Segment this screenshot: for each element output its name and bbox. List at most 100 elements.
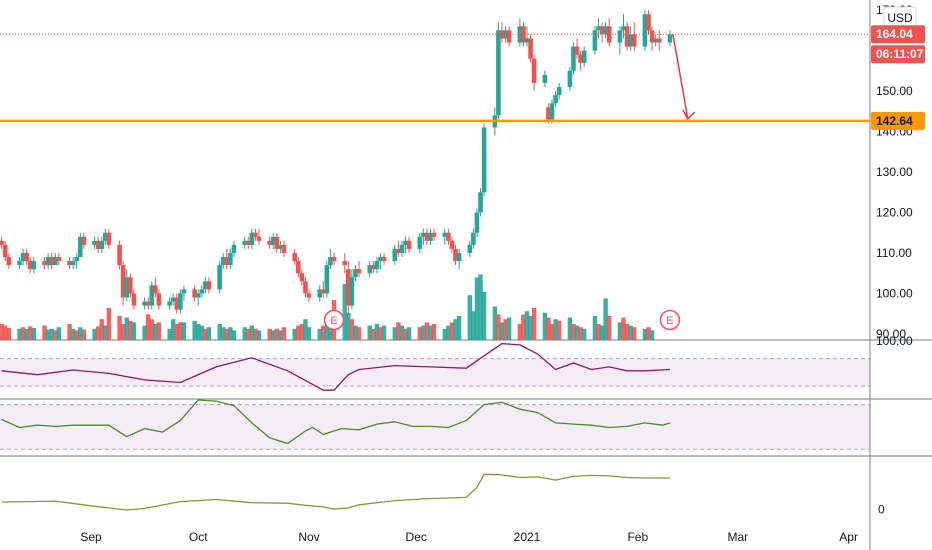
candle-24 <box>120 261 126 306</box>
volume-bar-108 <box>542 312 548 340</box>
candle-body-28 <box>142 301 147 306</box>
pane-axis: 100.00 0 <box>876 334 913 517</box>
oscillator-line <box>1 399 671 445</box>
earnings-marker-0[interactable]: E <box>323 309 345 331</box>
volume-bar-73 <box>367 325 372 340</box>
candle-17 <box>81 232 87 249</box>
volume-bar-74 <box>371 328 376 340</box>
rsi-band <box>0 358 870 387</box>
candle-body-79 <box>396 248 401 253</box>
volume-bar-90 <box>449 322 455 340</box>
volume-bar-48 <box>242 327 247 340</box>
candle-66 <box>328 248 333 270</box>
volume-bar-31 <box>153 324 158 340</box>
earnings-marker-1[interactable]: E <box>659 309 681 331</box>
candle-body-48 <box>242 240 247 245</box>
time-tick-7: Apr <box>839 530 858 544</box>
volume-bar-42 <box>206 327 212 340</box>
candle-64 <box>320 281 326 298</box>
candle-body-90 <box>449 240 455 249</box>
candle-body-57 <box>281 244 287 253</box>
candle-101 <box>503 26 508 43</box>
candle-55 <box>274 232 280 253</box>
candle-90 <box>449 236 455 253</box>
candle-body-133 <box>667 34 673 43</box>
candle-body-77 <box>381 257 387 262</box>
candle-84 <box>421 228 426 245</box>
volume-bar-116 <box>578 327 583 340</box>
currency-label[interactable]: USD <box>883 6 917 30</box>
candle-54 <box>270 232 276 249</box>
candle-69 <box>346 261 351 314</box>
candle-97 <box>481 123 487 197</box>
volume-bar-130 <box>649 330 655 340</box>
candle-body-35 <box>174 297 180 310</box>
price-tick-6: 110.00 <box>876 246 912 260</box>
candle-body-110 <box>549 103 555 120</box>
candle-102 <box>506 26 512 47</box>
time-tick-6: Mar <box>728 530 749 544</box>
candle-body-6 <box>27 261 33 270</box>
volume-bar-44 <box>221 327 226 340</box>
volume-bar-21 <box>103 325 108 340</box>
volume-bar-117 <box>581 328 587 340</box>
volume-bar-63 <box>317 328 322 340</box>
volume-bar-19 <box>95 326 101 340</box>
volume-bar-10 <box>49 328 54 340</box>
earnings-circle-1 <box>659 309 681 331</box>
candle-body-12 <box>56 257 62 262</box>
candle-body-94 <box>471 232 476 245</box>
volume-bar-72 <box>356 327 362 340</box>
candle-107 <box>531 54 537 92</box>
candle-45 <box>224 248 230 270</box>
candle-body-76 <box>378 257 383 262</box>
volume-bar-65 <box>324 322 330 340</box>
time-tick-4: 2021 <box>514 530 541 544</box>
volume-bar-59 <box>296 325 301 340</box>
volume-bar-41 <box>203 328 208 340</box>
candle-body-95 <box>474 212 480 233</box>
volume-bar-66 <box>328 320 333 340</box>
candle-132 <box>656 30 662 51</box>
candle-43 <box>217 261 222 294</box>
candle-35 <box>174 293 180 314</box>
candle-body-26 <box>128 277 133 294</box>
volume-bar-88 <box>442 328 448 340</box>
candle-94 <box>471 228 476 249</box>
candle-body-126 <box>628 34 633 47</box>
volume-bar-50 <box>249 325 255 340</box>
candle-body-107 <box>531 58 537 83</box>
candle-75 <box>374 257 380 274</box>
time-tick-3: Dec <box>406 530 427 544</box>
level-tag: 142.64 <box>871 111 925 130</box>
candle-11 <box>52 252 58 266</box>
candle-body-66 <box>328 257 333 266</box>
candle-body-113 <box>567 70 573 88</box>
candle-72 <box>356 261 362 278</box>
volume-bar-25 <box>124 317 129 340</box>
candle-1 <box>2 240 8 262</box>
candle-body-15 <box>74 257 80 262</box>
volume-bar-104 <box>521 314 526 340</box>
candle-59 <box>295 257 301 278</box>
candle-53 <box>267 236 272 249</box>
price-tags: 164.04 06:11:07 142.64 <box>871 25 925 130</box>
candle-body-31 <box>153 285 158 294</box>
volume-bar-97 <box>481 292 487 340</box>
candle-body-65 <box>324 265 330 294</box>
candle-body-54 <box>270 236 276 245</box>
candle-86 <box>428 228 433 245</box>
candle-67 <box>331 252 337 266</box>
candle-body-124 <box>621 26 626 31</box>
candle-body-27 <box>131 293 137 306</box>
candle-body-34 <box>170 297 176 302</box>
price-tick-5: 120.00 <box>876 206 913 220</box>
candle-body-121 <box>603 26 608 35</box>
volume-bar-96 <box>478 274 483 340</box>
time-axis[interactable]: Sep Oct Nov Dec 2021 Feb Mar Apr <box>80 530 858 544</box>
candle-body-78 <box>392 248 398 262</box>
projection-arrow[interactable] <box>672 34 696 121</box>
volume-bar-95 <box>474 277 480 340</box>
